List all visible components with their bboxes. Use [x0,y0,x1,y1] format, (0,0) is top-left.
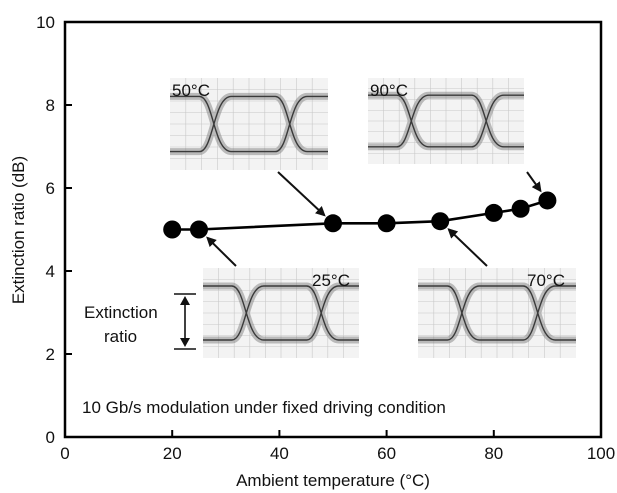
series-points-group [163,191,557,239]
x-tick-label: 40 [270,444,289,463]
extinction-ratio-bracket [174,293,196,350]
y-tick-label: 10 [36,13,55,32]
x-tick-label: 20 [163,444,182,463]
eye-arrows [206,171,542,267]
eye-trace [203,285,359,341]
eye-diagram-inset: 50°C [170,78,328,170]
y-tick-label: 6 [46,179,55,198]
x-axis-title: Ambient temperature (°C) [236,471,430,490]
data-point [538,191,557,210]
x-tick-label: 100 [587,444,615,463]
data-point [324,214,342,233]
data-point [190,220,208,239]
plot-frame [63,20,603,439]
eye-temperature-label: 90°C [370,81,408,100]
y-tick-label: 2 [46,345,55,364]
x-tick-label: 0 [60,444,69,463]
extinction-label-line2: ratio [104,327,137,346]
eye-trace [170,95,328,153]
y-tick-label: 8 [46,96,55,115]
axis-tick-labels: 0 20 40 60 80 100 0 2 4 6 8 10 [36,13,615,463]
eye-diagram-inset: 70°C [418,268,576,358]
eye-arrow [206,236,237,267]
y-tick-label: 4 [46,262,55,281]
extinction-label-line1: Extinction [84,303,158,322]
eye-arrow [277,171,326,217]
eye-temperature-label: 70°C [527,271,565,290]
eye-temperature-label: 25°C [312,271,350,290]
y-axis-title: Extinction ratio (dB) [9,156,28,304]
eye-trace [418,285,576,341]
eye-arrow [447,228,488,267]
data-point [484,203,503,222]
axis-ticks [65,104,495,437]
eye-diagrams: 50°C 90°C 25°C 70°C [170,78,576,358]
x-tick-label: 60 [377,444,396,463]
data-point [163,220,182,239]
data-point [431,212,450,231]
y-tick-label: 0 [46,428,55,447]
data-point [377,214,396,233]
eye-diagram-inset: 90°C [368,78,524,164]
condition-annotation: 10 Gb/s modulation under fixed driving c… [82,398,446,417]
eye-trace [368,94,524,148]
eye-diagram-inset: 25°C [203,268,359,358]
eye-arrow [526,171,542,193]
eye-temperature-label: 50°C [172,81,210,100]
x-tick-label: 80 [484,444,503,463]
data-point [511,199,530,218]
